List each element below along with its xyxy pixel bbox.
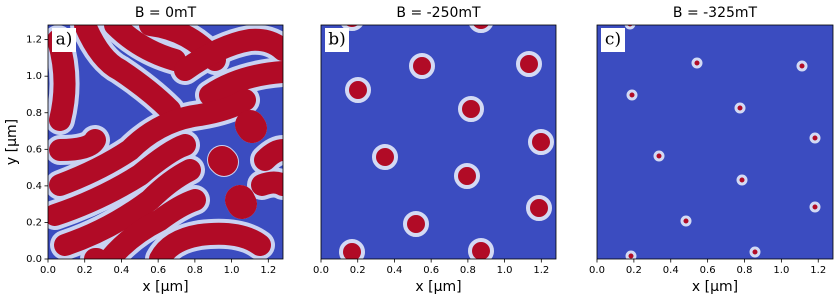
plot-frame [596, 24, 834, 260]
x-tick-label: 0.0 [589, 265, 605, 276]
chart-title: B = -250mT [396, 5, 481, 21]
domain-image [48, 25, 283, 259]
x-axis-label: x [µm] [415, 279, 461, 295]
x-tick-label: 1.2 [810, 265, 826, 276]
y-tick-label: 0.0 [26, 254, 42, 265]
chart-title: B = 0mT [135, 5, 197, 21]
x-tick-label: 1.0 [497, 265, 513, 276]
x-tick-label: 0.4 [386, 265, 402, 276]
x-tick-label: 0.0 [313, 265, 329, 276]
panel-label: a) [56, 30, 73, 50]
x-tick-label: 0.6 [423, 265, 439, 276]
x-tick-label: 0.4 [113, 265, 129, 276]
x-tick-label: 0.0 [40, 265, 56, 276]
x-tick-label: 1.2 [533, 265, 549, 276]
panel-label: b) [328, 30, 346, 50]
panel-label-box [325, 28, 349, 52]
x-tick-label: 0.2 [77, 265, 93, 276]
x-tick-label: 0.8 [737, 265, 753, 276]
y-tick-label: 1.2 [26, 35, 42, 46]
y-tick-label: 0.8 [26, 108, 42, 119]
panel-label-box [52, 28, 76, 52]
x-tick-label: 0.8 [460, 265, 476, 276]
chart-title: B = -325mT [673, 5, 758, 21]
x-tick-label: 0.8 [187, 265, 203, 276]
x-tick-label: 1.0 [773, 265, 789, 276]
plot-frame [320, 24, 557, 260]
plot-frame [47, 24, 284, 260]
y-tick-label: 0.6 [26, 144, 42, 155]
x-tick-label: 0.2 [350, 265, 366, 276]
y-axis-label: y [µm] [4, 119, 20, 165]
y-tick-label: 0.4 [26, 181, 42, 192]
x-tick-label: 0.2 [626, 265, 642, 276]
x-tick-label: 1.0 [224, 265, 240, 276]
panel-label: c) [605, 30, 621, 50]
y-tick-label: 1.0 [26, 71, 42, 82]
x-tick-label: 0.4 [663, 265, 679, 276]
x-tick-label: 0.6 [150, 265, 166, 276]
x-tick-label: 0.6 [700, 265, 716, 276]
domain-image [597, 25, 833, 259]
x-axis-label: x [µm] [142, 279, 188, 295]
y-tick-label: 0.2 [26, 217, 42, 228]
x-tick-label: 1.2 [260, 265, 276, 276]
x-axis-label: x [µm] [692, 279, 738, 295]
domain-image [321, 25, 556, 259]
panel-label-box [601, 28, 625, 52]
